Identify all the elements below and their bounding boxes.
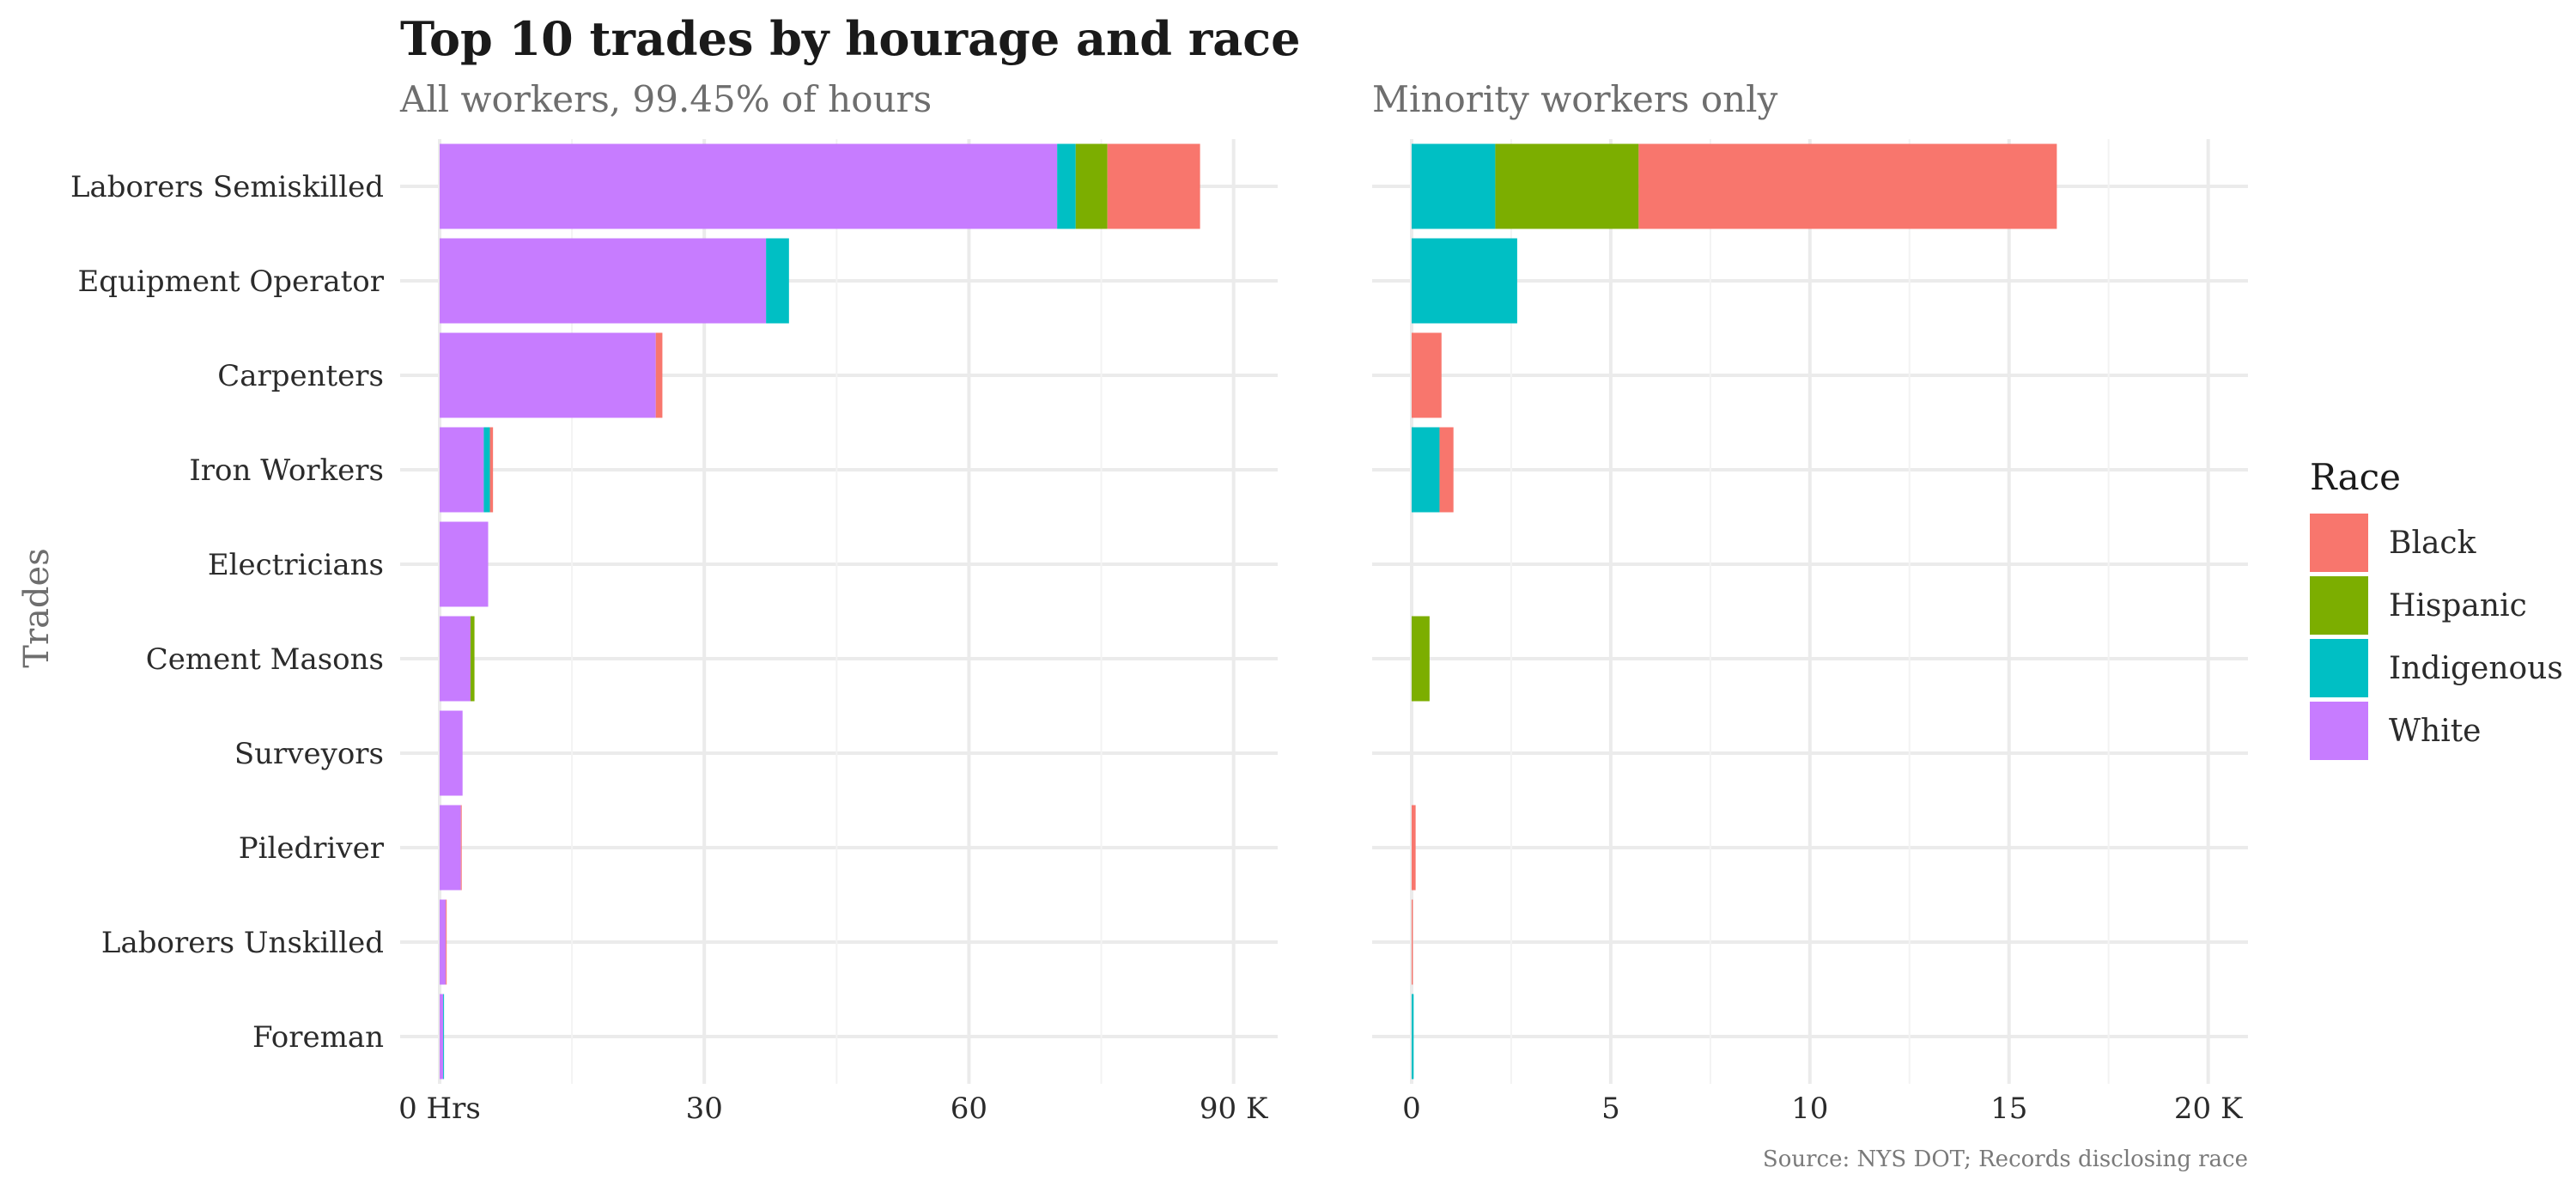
category-label-cement-masons: Cement Masons [146,642,384,677]
bar-foreman-indigenous [443,994,445,1080]
legend-key-indigenous [2310,639,2368,697]
bar-iron-workers-black [489,427,494,513]
panel-right-subtitle: Minority workers only [1372,78,1778,120]
legend-label-indigenous: Indigenous [2389,651,2563,686]
legend-label-black: Black [2389,526,2477,561]
bar-equipment-operator-indigenous [1412,238,1517,324]
bar-surveyors-white [440,710,463,796]
bar-cement-masons-white [440,616,471,702]
category-label-iron-workers: Iron Workers [189,453,384,488]
category-label-carpenters: Carpenters [217,359,384,393]
x-tick-label: 0 [1402,1092,1421,1126]
legend: Race Black Hispanic Indigenous White [2310,456,2563,760]
x-tick-label: 15 [1990,1092,2027,1126]
category-label-piledriver: Piledriver [239,831,385,866]
panel-minority-workers: 0 5 10 15 20 K [1372,139,2248,1126]
category-label-laborers-semiskilled: Laborers Semiskilled [70,170,384,204]
legend-title: Race [2310,456,2401,498]
bar-carpenters-black [655,332,663,418]
bar-cement-masons-hispanic [470,616,475,702]
bar-piledriver-white [440,805,461,891]
x-tick-label: 60 [951,1092,987,1126]
panel-left-subtitle: All workers, 99.45% of hours [399,78,932,120]
legend-label-white: White [2389,714,2481,749]
panel-all-workers: 0 Hrs 30 60 90 K [398,139,1278,1126]
x-tick-label: 10 [1791,1092,1828,1126]
bar-piledriver-black [460,805,462,891]
source-note: Source: NYS DOT; Records disclosing race [1763,1146,2248,1172]
bar-piledriver-black [1412,805,1416,891]
chart-title: Top 10 trades by hourage and race [400,11,1301,66]
bar-iron-workers-white [440,427,484,513]
bar-carpenters-black [1412,332,1442,418]
bar-cement-masons-hispanic [1412,616,1430,702]
legend-label-hispanic: Hispanic [2389,588,2527,623]
bar-iron-workers-indigenous [1412,427,1440,513]
bar-laborers-semiskilled-black [1638,143,2057,229]
x-tick-label: 90 K [1200,1092,1268,1126]
x-tick-label: 20 K [2174,1092,2243,1126]
x-tick-label: 0 Hrs [398,1092,481,1126]
bar-iron-workers-indigenous [483,427,490,513]
bar-foreman-indigenous [1412,994,1414,1080]
bar-laborers-unskilled-black [1412,899,1413,985]
bar-foreman-white [440,994,444,1080]
category-label-equipment-operator: Equipment Operator [77,265,384,299]
bar-carpenters-white [440,332,656,418]
category-label-surveyors: Surveyors [234,737,384,771]
bar-electricians-white [440,521,489,607]
bar-laborers-semiskilled-white [440,143,1058,229]
category-labels: Laborers Semiskilled Equipment Operator Ca… [70,170,385,1055]
legend-key-hispanic [2310,576,2368,635]
bar-equipment-operator-white [440,238,767,324]
bar-iron-workers-black [1439,427,1454,513]
bar-equipment-operator-indigenous [766,238,789,324]
y-axis-label: Trades [17,548,57,667]
bar-laborers-semiskilled-hispanic [1075,143,1108,229]
category-label-laborers-unskilled: Laborers Unskilled [101,926,384,960]
x-tick-label: 5 [1601,1092,1620,1126]
bar-laborers-semiskilled-indigenous [1412,143,1496,229]
category-label-foreman: Foreman [252,1020,384,1055]
bar-laborers-semiskilled-indigenous [1057,143,1076,229]
bar-laborers-semiskilled-black [1107,143,1200,229]
x-tick-label: 30 [686,1092,723,1126]
legend-key-white [2310,702,2368,760]
bar-laborers-unskilled-black [446,899,447,985]
bar-laborers-semiskilled-hispanic [1495,143,1639,229]
category-label-electricians: Electricians [208,548,384,582]
legend-key-black [2310,514,2368,572]
bar-laborers-unskilled-white [440,899,447,985]
